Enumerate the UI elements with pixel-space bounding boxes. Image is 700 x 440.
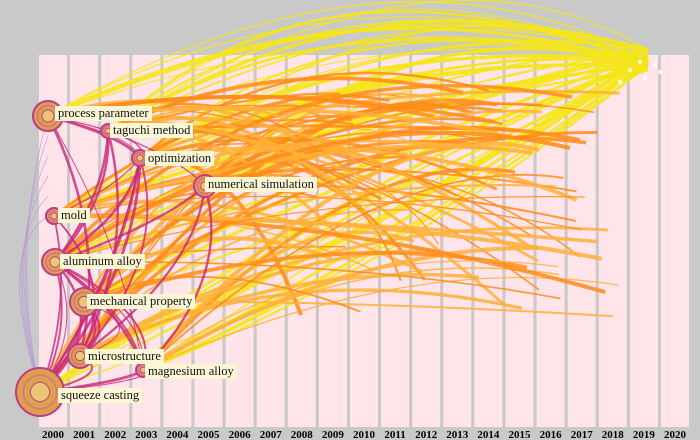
year-tick-label: 2009 xyxy=(321,429,344,440)
link-curve xyxy=(47,1,649,117)
minor-keyword-node xyxy=(617,79,623,85)
keyword-node[interactable] xyxy=(15,367,65,417)
link-curve xyxy=(142,185,213,371)
minor-keyword-node xyxy=(642,75,648,81)
link-curve xyxy=(107,28,649,132)
year-band xyxy=(598,55,627,427)
link-curve xyxy=(79,185,207,357)
link-curve xyxy=(142,267,559,371)
year-tick-label: 2012 xyxy=(415,429,438,440)
keyword-label[interactable]: microstructure xyxy=(85,349,164,364)
keyword-label[interactable]: process parameter xyxy=(55,106,152,121)
link-curve xyxy=(107,36,649,133)
keyword-label[interactable]: mechanical property xyxy=(87,294,196,309)
link-curve xyxy=(83,276,361,313)
keyword-label[interactable]: numerical simulation xyxy=(205,177,317,192)
year-tick-label: 2005 xyxy=(197,429,220,440)
link-curve xyxy=(142,260,559,371)
year-tick-label: 2020 xyxy=(664,429,686,440)
year-band xyxy=(661,55,689,427)
link-curve xyxy=(107,0,649,132)
keyword-label[interactable]: optimization xyxy=(145,151,215,166)
year-tick-label: 2004 xyxy=(166,429,189,440)
keyword-label[interactable]: mold xyxy=(58,208,90,223)
keyword-label[interactable]: taguchi method xyxy=(110,123,194,138)
minor-keyword-node xyxy=(657,69,663,75)
year-tick-label: 2008 xyxy=(290,429,313,440)
minor-keyword-node xyxy=(627,67,633,73)
link-curve xyxy=(204,168,439,245)
link-curve xyxy=(53,84,573,264)
link-curve xyxy=(18,215,49,393)
keyword-label[interactable]: aluminum alloy xyxy=(60,254,145,269)
link-curve xyxy=(46,115,91,357)
keyword-label[interactable]: squeeze casting xyxy=(58,388,143,403)
year-tick-label: 2016 xyxy=(539,429,562,440)
year-tick-label: 2006 xyxy=(228,429,251,440)
link-curve xyxy=(23,155,49,393)
link-curve xyxy=(139,145,578,202)
year-tick-label: 2015 xyxy=(508,429,531,440)
minor-keyword-node xyxy=(637,59,643,65)
link-curve xyxy=(53,130,571,264)
year-tick-label: 2013 xyxy=(446,429,469,440)
link-curve xyxy=(139,54,649,160)
year-tick-label: 2011 xyxy=(384,429,406,440)
keyword-label[interactable]: magnesium alloy xyxy=(145,364,237,379)
minor-keyword-node xyxy=(652,62,658,68)
link-curve xyxy=(54,185,206,264)
link-curve xyxy=(47,27,649,118)
keyword-node[interactable] xyxy=(131,149,149,167)
year-tick-label: 2019 xyxy=(632,429,655,440)
link-curve xyxy=(24,135,49,393)
link-curve xyxy=(142,173,564,371)
year-band xyxy=(629,55,658,427)
link-curve xyxy=(82,236,333,304)
year-tick-label: 2007 xyxy=(259,429,282,440)
link-curve xyxy=(107,8,649,132)
link-curve xyxy=(26,115,49,393)
year-tick-label: 2018 xyxy=(601,429,624,440)
link-curve xyxy=(53,214,598,244)
link-curve xyxy=(47,115,144,371)
year-tick-label: 2001 xyxy=(73,429,96,440)
link-curve xyxy=(38,157,142,393)
link-curve xyxy=(47,16,649,117)
year-tick-label: 2010 xyxy=(353,429,375,440)
link-curve xyxy=(142,60,649,372)
link-curve xyxy=(78,130,119,357)
link-curve xyxy=(54,130,110,263)
link-curve xyxy=(20,195,49,393)
year-tick-label: 2003 xyxy=(135,429,158,440)
year-tick-label: 2000 xyxy=(42,429,64,440)
link-curve xyxy=(21,175,49,393)
year-tick-label: 2002 xyxy=(104,429,127,440)
link-curve xyxy=(79,226,608,358)
link-curve xyxy=(107,10,649,132)
year-tick-label: 2017 xyxy=(570,429,593,440)
link-curve xyxy=(53,215,95,357)
link-curve xyxy=(141,141,540,372)
link-curve xyxy=(38,109,543,393)
link-curve xyxy=(53,139,474,218)
year-tick-label: 2014 xyxy=(477,429,500,440)
